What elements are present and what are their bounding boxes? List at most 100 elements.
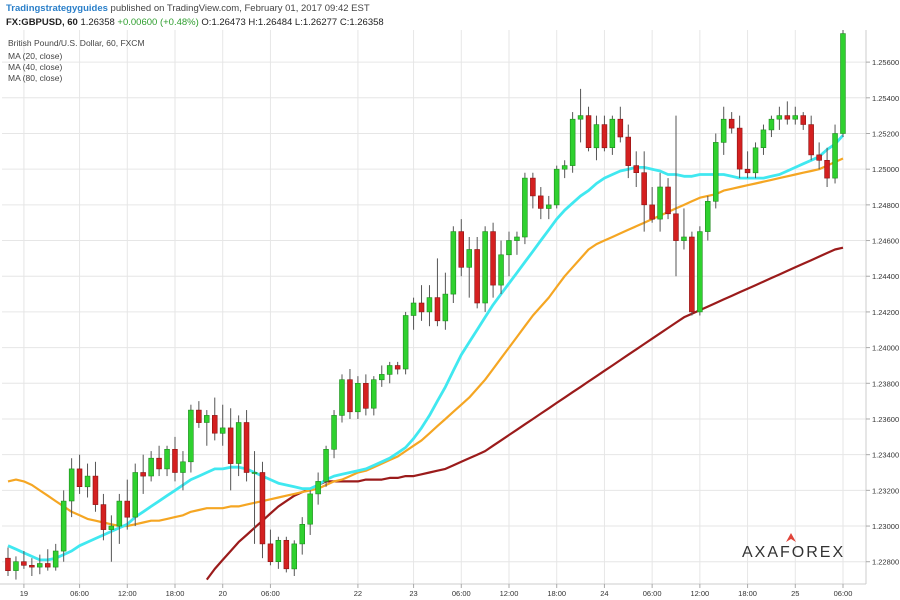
- time-tick-label: 19: [20, 589, 28, 598]
- candle-body-up: [760, 129, 767, 148]
- candle: [394, 361, 401, 375]
- price-tick-label: 1.24800: [872, 201, 899, 210]
- candle: [649, 187, 655, 223]
- candle: [52, 543, 59, 571]
- candle: [84, 463, 91, 498]
- candle: [641, 151, 647, 232]
- price-axis[interactable]: 1.25600 1.25400 1.25200 1.25000 1.24800 1.246…: [865, 30, 899, 584]
- candle-body-up: [697, 231, 703, 313]
- candle: [267, 529, 274, 566]
- candle: [537, 187, 544, 220]
- time-tick-label: 12:00: [500, 589, 519, 598]
- ma40-line: [7, 157, 844, 528]
- candle-body-up: [219, 427, 226, 434]
- open-value: 1.26473: [211, 17, 246, 28]
- candle: [291, 540, 297, 576]
- candle-body-down: [172, 448, 178, 473]
- candle: [76, 454, 83, 494]
- legend-ma20[interactable]: MA (20, close): [8, 51, 63, 61]
- quote-line: FX:GBPUSD, 60 1.26358 +0.00600 (+0.48%) …: [6, 17, 384, 28]
- candle: [283, 536, 290, 573]
- logo-text: AXAFOREX: [742, 544, 846, 561]
- candle: [196, 401, 202, 428]
- high-label: H:: [248, 17, 258, 28]
- candle: [275, 536, 282, 569]
- candle: [498, 240, 504, 295]
- publisher-link[interactable]: Tradingstrategyguides: [6, 3, 108, 14]
- candle-body-down: [156, 457, 162, 470]
- candle-body-down: [5, 557, 11, 572]
- candle-body-down: [259, 472, 266, 545]
- candle-body-down: [394, 365, 401, 370]
- candle: [840, 30, 846, 138]
- candle-body-down: [76, 468, 83, 487]
- candle-body-down: [124, 500, 131, 518]
- candle-body-down: [92, 475, 99, 505]
- candle: [100, 493, 107, 541]
- candle-body-down: [100, 504, 107, 530]
- candle-body-up: [132, 472, 139, 518]
- candle: [124, 479, 131, 530]
- candle-body-up: [545, 204, 552, 209]
- candle: [13, 556, 19, 580]
- last-price: 1.26358: [80, 17, 115, 28]
- candle: [522, 172, 528, 245]
- candle-body-down: [490, 231, 496, 286]
- candle-body-down: [44, 563, 51, 568]
- candle-body-down: [728, 118, 735, 129]
- candle-body-up: [339, 379, 345, 416]
- ma40-layer: [7, 157, 844, 528]
- price-tick-label: 1.24600: [872, 237, 899, 246]
- price-tick-label: 1.25000: [872, 165, 899, 174]
- time-tick-label: 06:00: [643, 589, 662, 598]
- candle: [545, 195, 552, 220]
- candle-body-up: [450, 231, 457, 295]
- legend-ma80[interactable]: MA (80, close): [8, 73, 63, 83]
- candle: [188, 404, 194, 473]
- candle-body-up: [482, 231, 488, 304]
- candle-body-down: [824, 160, 830, 179]
- candle-body-up: [593, 124, 600, 149]
- candle-body-down: [283, 539, 290, 570]
- candle: [490, 222, 496, 298]
- time-tick-label: 20: [219, 589, 227, 598]
- candle: [736, 115, 743, 179]
- candle: [577, 88, 584, 143]
- candle: [227, 408, 234, 491]
- candle: [331, 410, 337, 459]
- candle-body-up: [442, 293, 449, 322]
- candle: [593, 115, 600, 161]
- candle-body-down: [744, 168, 751, 174]
- close-value: 1.26358: [349, 17, 384, 28]
- candle: [212, 397, 218, 441]
- candle: [514, 231, 520, 255]
- legend-ma40[interactable]: MA (40, close): [8, 62, 63, 72]
- candle-body-down: [418, 302, 425, 313]
- candle-body-up: [275, 539, 282, 562]
- candle: [434, 258, 441, 327]
- candle-body-up: [840, 33, 846, 134]
- candle: [704, 195, 711, 241]
- candle-body-up: [410, 302, 417, 316]
- candle-body-down: [29, 564, 35, 568]
- time-axis[interactable]: 19 06:00 12:00 18:00 20 06:00 22 23 06:00 12:00 18…: [0, 583, 866, 598]
- candle-body-up: [235, 422, 242, 464]
- candle-body-up: [681, 236, 687, 241]
- candle: [108, 515, 115, 562]
- ma20-layer: [7, 134, 845, 562]
- candle-body-up: [370, 379, 377, 409]
- candle: [418, 285, 425, 321]
- candle-body-up: [164, 448, 170, 470]
- candle-body-up: [68, 468, 75, 502]
- candle: [164, 445, 170, 477]
- candle: [482, 226, 488, 312]
- candle: [784, 101, 791, 125]
- candle-body-down: [673, 213, 679, 241]
- candle-body-up: [553, 168, 560, 206]
- candle: [68, 458, 75, 518]
- price-tick-label: 1.23800: [872, 379, 899, 388]
- candle-body-down: [21, 561, 27, 566]
- candle-body-down: [140, 472, 146, 477]
- candle: [569, 112, 576, 173]
